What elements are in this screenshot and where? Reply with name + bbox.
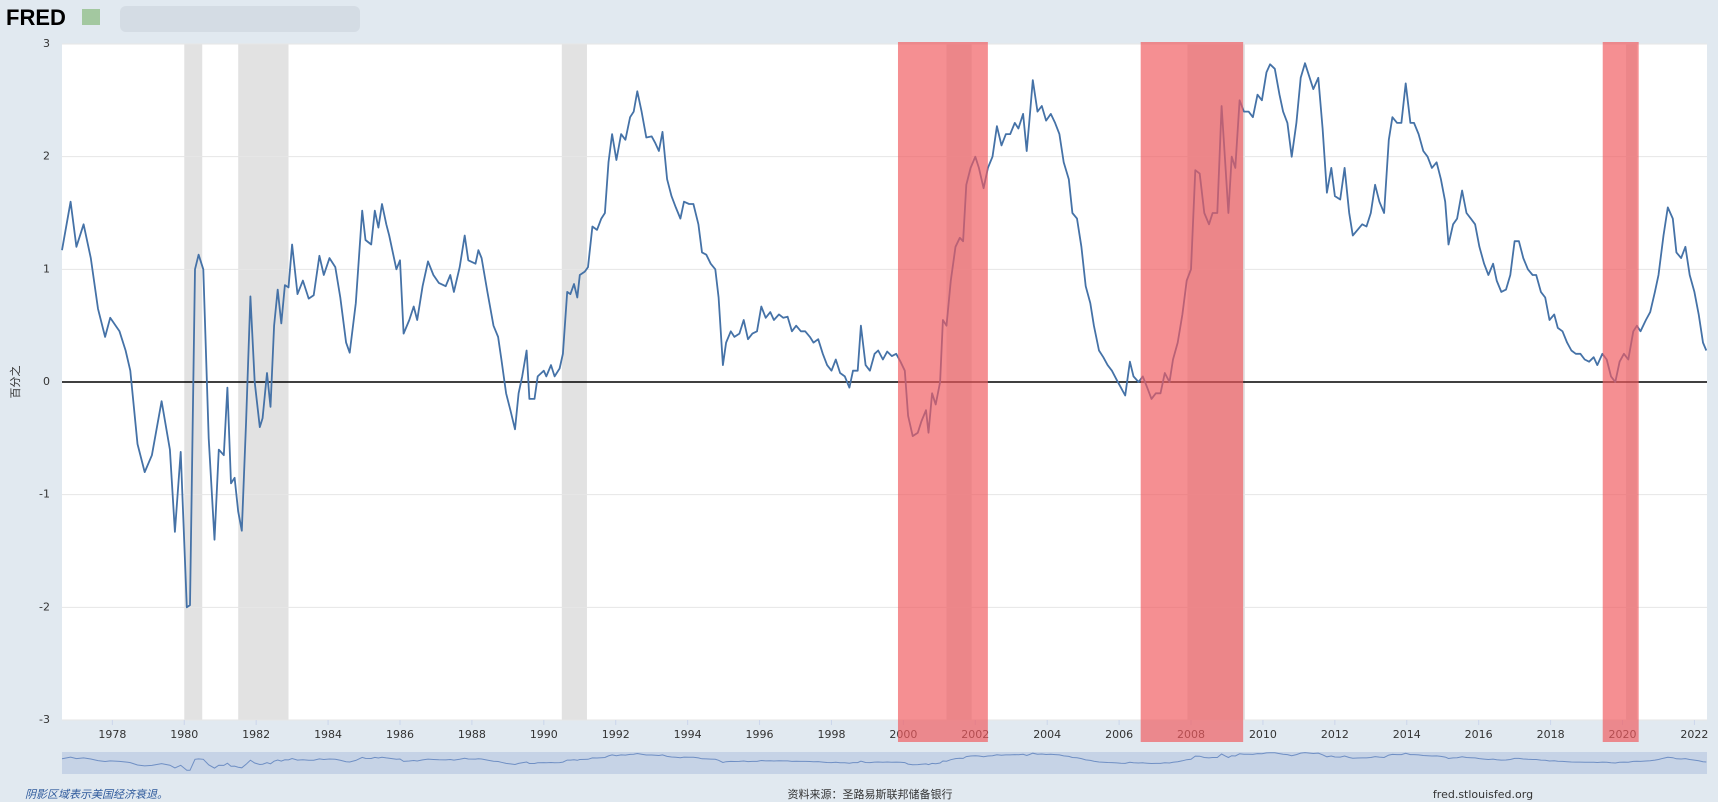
x-tick-label: 1982 xyxy=(242,728,270,741)
y-axis-label: 百分之 xyxy=(8,366,22,399)
y-tick-label: 1 xyxy=(43,262,50,275)
footer-url[interactable]: fred.stlouisfed.org xyxy=(1433,788,1533,801)
logo-icon xyxy=(82,9,100,25)
x-tick-label: 1980 xyxy=(170,728,198,741)
blurred-title xyxy=(120,6,360,32)
x-tick-label: 2010 xyxy=(1249,728,1277,741)
x-tick-label: 2016 xyxy=(1465,728,1493,741)
x-tick-label: 1986 xyxy=(386,728,414,741)
y-tick-label: 3 xyxy=(43,37,50,50)
x-tick-label: 2022 xyxy=(1680,728,1708,741)
footer-source: 资料来源：圣路易斯联邦储备银行 xyxy=(788,787,953,801)
y-tick-label: 0 xyxy=(43,375,50,388)
x-tick-label: 2014 xyxy=(1393,728,1421,741)
x-tick-label: 1984 xyxy=(314,728,342,741)
footer-note: 阴影区域表示美国经济衰退。 xyxy=(25,788,168,801)
x-tick-label: 1978 xyxy=(98,728,126,741)
x-tick-label: 1988 xyxy=(458,728,486,741)
y-tick-label: 2 xyxy=(43,150,50,163)
navigator-line xyxy=(61,752,1707,771)
y-tick-label: -1 xyxy=(39,488,50,501)
logo[interactable]: FRED xyxy=(6,5,66,30)
x-tick-label: 1996 xyxy=(746,728,774,741)
x-tick-label: 2004 xyxy=(1033,728,1061,741)
highlight-box xyxy=(897,42,988,742)
x-tick-label: 1990 xyxy=(530,728,558,741)
x-tick-label: 1994 xyxy=(674,728,702,741)
highlight-box xyxy=(1602,42,1639,742)
highlight-box xyxy=(1140,42,1244,742)
x-tick-label: 2006 xyxy=(1105,728,1133,741)
x-tick-label: 2012 xyxy=(1321,728,1349,741)
x-tick-label: 1998 xyxy=(817,728,845,741)
y-tick-label: -2 xyxy=(39,600,50,613)
y-tick-label: -3 xyxy=(39,713,50,726)
x-tick-label: 1992 xyxy=(602,728,630,741)
x-tick-label: 2018 xyxy=(1537,728,1565,741)
navigator xyxy=(62,752,1707,774)
